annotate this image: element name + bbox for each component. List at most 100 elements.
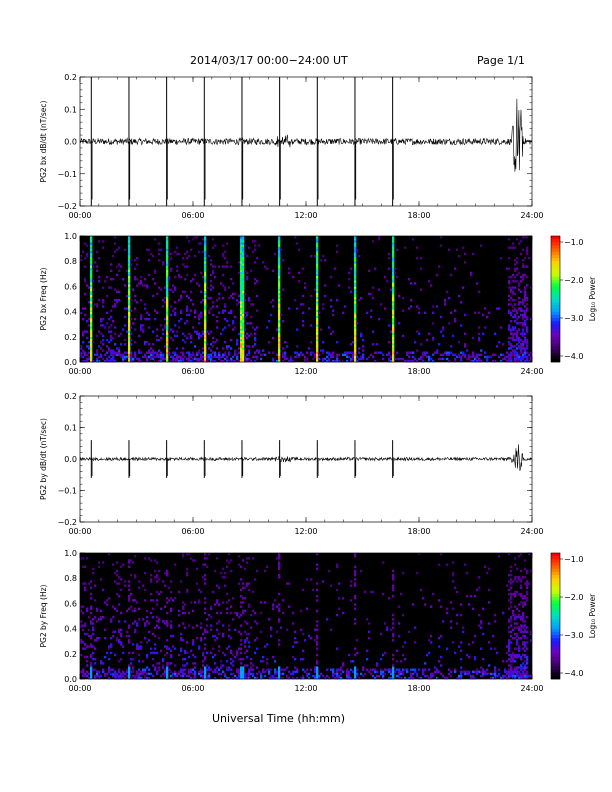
spectrogram-cell (128, 252, 131, 256)
spectrogram-cell (226, 668, 229, 671)
spectrogram-cell (240, 307, 243, 310)
spectrogram-cell (310, 324, 313, 327)
spectrogram-cell (170, 597, 173, 600)
spectrogram-cell (108, 597, 111, 600)
spectrogram-cell (508, 668, 511, 671)
spectrogram-cell (266, 643, 269, 646)
spectrogram-cell (334, 359, 337, 363)
spectrogram-cell (112, 616, 115, 619)
spectrogram-cell (282, 355, 285, 359)
spectrogram-cell (354, 355, 357, 359)
spectrogram-cell (184, 658, 187, 661)
spectrogram-cell (288, 582, 291, 585)
spectrogram-cell (156, 616, 159, 619)
spectrogram-cell (248, 674, 251, 678)
spectrogram-cell (286, 628, 289, 631)
spectrogram-cell (204, 353, 207, 356)
spectrogram-cell (126, 609, 129, 613)
spectrogram-cell (254, 578, 257, 581)
spectrogram-cell (514, 349, 517, 352)
spectrogram-cell (146, 284, 149, 287)
spectrogram-cell (480, 622, 483, 625)
spectrogram-cell (520, 309, 523, 312)
spectrogram-cell (124, 284, 127, 287)
spectrogram-cell (190, 670, 193, 673)
spectrogram-cell (302, 676, 305, 680)
spectrogram-cell (512, 309, 515, 312)
spectrogram-cell (392, 244, 395, 247)
spectrogram-cell (166, 322, 169, 325)
spectrogram-cell (366, 618, 369, 621)
spectrogram-cell (240, 305, 243, 308)
spectrogram-cell (392, 328, 395, 331)
spectrogram-cell (86, 607, 89, 610)
spectrogram-cell (398, 670, 401, 673)
spectrogram-cell (150, 353, 153, 356)
spectrogram-cell (240, 278, 243, 281)
spectrogram-cell (160, 359, 163, 363)
spectrogram-cell (106, 345, 109, 348)
spectrogram-cell (482, 670, 485, 673)
spectrogram-cell (90, 278, 93, 281)
spectrogram-cell (492, 676, 495, 680)
spectrogram-cell (116, 273, 119, 277)
spectrogram-cell (172, 284, 175, 287)
spectrogram-cell (446, 676, 449, 680)
spectrogram-cell (418, 332, 421, 335)
spectrogram-cell (478, 311, 481, 314)
spectrogram-cell (520, 280, 523, 283)
spectrogram-cell (366, 311, 369, 314)
spectrogram-cell (262, 261, 265, 264)
spectrogram-cell (508, 357, 511, 361)
spectrogram-cell (118, 670, 121, 673)
spectrogram-cell (108, 676, 111, 680)
spectrogram-cell (316, 351, 319, 354)
spectrogram-cell (418, 668, 421, 671)
spectrogram-cell (516, 317, 519, 321)
spectrogram-cell (130, 574, 133, 577)
spectrogram-cell (174, 307, 177, 310)
spectrogram-cell (166, 305, 169, 308)
colorbar-segment (551, 562, 560, 566)
spectrogram-cell (278, 273, 281, 277)
spectrogram-cell (114, 242, 117, 245)
spectrogram-cell (404, 658, 407, 661)
spectrogram-cell (186, 357, 189, 361)
spectrogram-cell (354, 290, 357, 293)
spectrogram-cell (142, 328, 145, 331)
spectrogram-cell (172, 357, 175, 361)
spectrogram-cell (184, 668, 187, 671)
spectrogram-cell (518, 674, 521, 678)
spectrogram-cell (278, 334, 281, 338)
spectrogram-cell (526, 647, 529, 650)
spectrogram-cell (278, 303, 281, 306)
spectrogram-cell (144, 624, 147, 627)
spectrogram-cell (402, 613, 405, 617)
colorbar-segment (551, 236, 560, 240)
spectrogram-cell (208, 355, 211, 359)
spectrogram-cell (158, 620, 161, 623)
spectrogram-cell (208, 309, 211, 312)
spectrogram-cell (278, 666, 281, 669)
spectrogram-cell (442, 357, 445, 361)
spectrogram-cell (238, 676, 241, 680)
spectrogram-cell (376, 670, 379, 673)
spectrogram-cell (200, 271, 203, 275)
spectrogram-cell (466, 595, 469, 598)
spectrogram-cell (196, 582, 199, 585)
spectrogram-cell (86, 655, 89, 659)
spectrogram-cell (392, 326, 395, 329)
spectrogram-cell (282, 668, 285, 671)
spectrogram-cell (140, 299, 143, 302)
spectrogram-cell (238, 630, 241, 634)
spectrogram-cell (166, 244, 169, 247)
spectrogram-cell (202, 676, 205, 680)
spectrogram-cell (128, 242, 131, 245)
spectrogram-cell (306, 607, 309, 610)
spectrogram-cell (228, 666, 231, 669)
spectrogram-cell (218, 632, 221, 636)
spectrogram-cell (204, 250, 207, 254)
spectrogram-cell (226, 261, 229, 264)
spectrogram-cell (194, 601, 197, 604)
spectrogram-cell (204, 254, 207, 258)
